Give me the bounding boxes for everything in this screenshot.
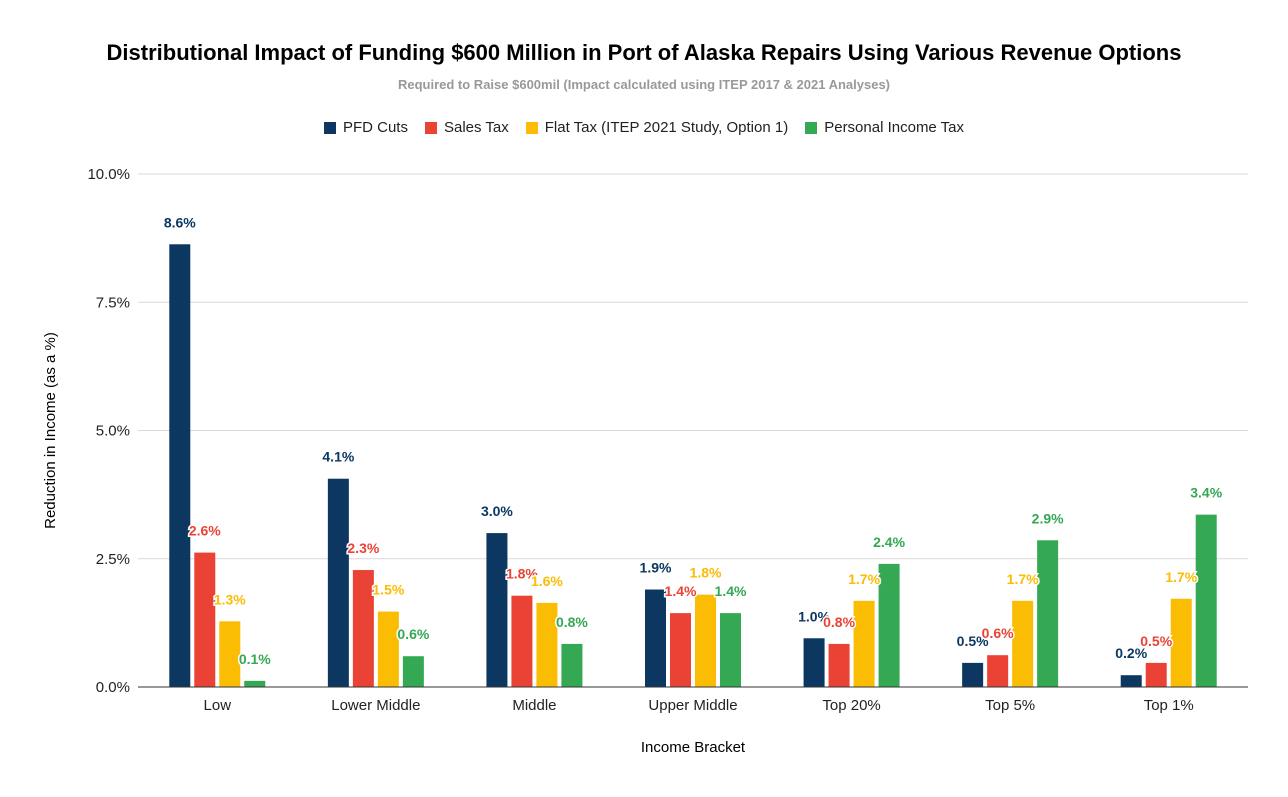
bar-sales-tax-lower-middle[interactable] [352, 570, 374, 687]
x-axis-ticks: Low Lower Middle Middle Upper Middle Top 20%… [204, 697, 1194, 714]
legend-label-personal-income-tax: Personal Income Tax [824, 119, 965, 136]
data-label-flat-tax-itep-2021-study-option-1-top-20: 1.7% [848, 571, 880, 587]
data-label-sales-tax-top-20: 0.8% [823, 614, 855, 630]
legend-item-pfd-cuts[interactable]: PFD Cuts [323, 119, 408, 136]
chart-subtitle: Required to Raise $600mil (Impact calcul… [397, 77, 891, 92]
data-label-personal-income-tax-top-5: 2.9% [1032, 510, 1064, 526]
y-tick-label: 5.0% [96, 423, 130, 440]
data-label-personal-income-tax-top-1: 3.4% [1190, 485, 1222, 501]
legend-swatch-personal-income-tax [805, 121, 818, 134]
bar-flat-tax-itep-2021-study-option-1-top-1[interactable] [1170, 598, 1192, 687]
data-label-sales-tax-middle: 1.8% [506, 566, 538, 582]
legend-swatch-flat-tax [525, 121, 538, 134]
x-tick-label-top-5: Top 5% [985, 697, 1035, 714]
bar-pfd-cuts-middle[interactable] [486, 533, 508, 687]
gridlines [138, 173, 1248, 560]
legend-item-flat-tax[interactable]: Flat Tax (ITEP 2021 Study, Option 1) [525, 119, 789, 136]
data-label-flat-tax-itep-2021-study-option-1-top-1: 1.7% [1165, 569, 1197, 585]
bar-pfd-cuts-top-20[interactable] [803, 638, 825, 687]
y-axis-title: Reduction in Income (as a %) [42, 332, 59, 529]
bars [169, 244, 1217, 687]
data-label-sales-tax-low: 2.6% [189, 523, 221, 539]
bar-sales-tax-low[interactable] [194, 552, 216, 687]
legend-label-pfd-cuts: PFD Cuts [342, 119, 408, 136]
data-label-sales-tax-top-5: 0.6% [982, 625, 1014, 641]
x-axis-title: Income Bracket [641, 739, 746, 756]
data-label-pfd-cuts-upper-middle: 1.9% [640, 560, 672, 576]
bar-personal-income-tax-low[interactable] [244, 680, 266, 687]
chart-legend: PFD Cuts Sales Tax Flat Tax (ITEP 2021 S… [0, 119, 1288, 136]
data-label-pfd-cuts-top-1: 0.2% [1115, 645, 1147, 661]
bar-flat-tax-itep-2021-study-option-1-low[interactable] [219, 621, 241, 687]
bar-personal-income-tax-top-20[interactable] [878, 563, 900, 687]
bar-personal-income-tax-lower-middle[interactable] [402, 656, 424, 687]
bar-pfd-cuts-top-1[interactable] [1120, 675, 1142, 687]
y-tick-label: 7.5% [96, 294, 130, 311]
data-label-personal-income-tax-top-20: 2.4% [873, 534, 905, 550]
x-tick-label-lower-middle: Lower Middle [331, 697, 420, 714]
bar-pfd-cuts-top-5[interactable] [962, 662, 984, 687]
data-label-flat-tax-itep-2021-study-option-1-lower-middle: 1.5% [372, 582, 404, 598]
data-label-sales-tax-top-1: 0.5% [1140, 633, 1172, 649]
bar-flat-tax-itep-2021-study-option-1-top-5[interactable] [1012, 600, 1034, 687]
data-label-sales-tax-lower-middle: 2.3% [347, 540, 379, 556]
legend-swatch-pfd-cuts [323, 121, 336, 134]
bar-sales-tax-top-1[interactable] [1145, 662, 1167, 687]
bar-pfd-cuts-upper-middle[interactable] [645, 589, 666, 687]
legend-swatch-sales-tax [424, 121, 437, 134]
bar-sales-tax-top-20[interactable] [828, 643, 850, 687]
bar-personal-income-tax-top-1[interactable] [1195, 514, 1217, 687]
data-label-pfd-cuts-middle: 3.0% [481, 503, 513, 519]
chart-title: Distributional Impact of Funding $600 Mi… [106, 40, 1182, 65]
bar-sales-tax-middle[interactable] [511, 595, 533, 687]
data-label-personal-income-tax-low: 0.1% [239, 651, 271, 667]
bar-personal-income-tax-upper-middle[interactable] [720, 613, 741, 687]
bar-flat-tax-itep-2021-study-option-1-lower-middle[interactable] [377, 611, 399, 687]
data-label-personal-income-tax-middle: 0.8% [556, 614, 588, 630]
bar-personal-income-tax-top-5[interactable] [1037, 540, 1059, 687]
x-tick-label-top-20: Top 20% [822, 697, 880, 714]
legend-item-personal-income-tax[interactable]: Personal Income Tax [805, 119, 964, 136]
data-label-personal-income-tax-lower-middle: 0.6% [397, 626, 429, 642]
y-tick-label: 2.5% [96, 551, 130, 568]
data-label-pfd-cuts-lower-middle: 4.1% [322, 449, 354, 465]
y-tick-label: 10.0% [87, 166, 130, 183]
data-label-pfd-cuts-low: 8.6% [164, 214, 196, 230]
x-tick-label-top-1: Top 1% [1144, 697, 1194, 714]
bar-flat-tax-itep-2021-study-option-1-top-20[interactable] [853, 600, 875, 687]
y-tick-label: 0.0% [96, 679, 130, 696]
data-label-flat-tax-itep-2021-study-option-1-middle: 1.6% [531, 573, 563, 589]
x-tick-label-low: Low [204, 697, 232, 714]
x-tick-label-middle: Middle [512, 697, 556, 714]
data-label-sales-tax-upper-middle: 1.4% [665, 583, 697, 599]
data-label-flat-tax-itep-2021-study-option-1-top-5: 1.7% [1007, 571, 1039, 587]
bar-personal-income-tax-middle[interactable] [561, 643, 583, 687]
bar-pfd-cuts-lower-middle[interactable] [327, 478, 349, 687]
data-label-flat-tax-itep-2021-study-option-1-low: 1.3% [214, 591, 246, 607]
data-label-pfd-cuts-top-20: 1.0% [798, 608, 830, 624]
bar-sales-tax-top-5[interactable] [987, 655, 1009, 687]
bar-pfd-cuts-low[interactable] [169, 244, 191, 687]
y-axis-ticks: 0.0% 2.5% 5.0% 7.5% 10.0% [87, 166, 130, 696]
data-label-personal-income-tax-upper-middle: 1.4% [715, 583, 747, 599]
x-tick-label-upper-middle: Upper Middle [648, 697, 737, 714]
bar-sales-tax-upper-middle[interactable] [670, 613, 691, 687]
data-label-flat-tax-itep-2021-study-option-1-upper-middle: 1.8% [690, 565, 722, 581]
bar-flat-tax-itep-2021-study-option-1-middle[interactable] [536, 602, 558, 687]
legend-item-sales-tax[interactable]: Sales Tax [424, 119, 509, 136]
legend-label-sales-tax: Sales Tax [443, 119, 509, 136]
bar-flat-tax-itep-2021-study-option-1-upper-middle[interactable] [695, 594, 716, 687]
data-labels: 8.6% 2.6% 1.3% 0.1% 4.1% 2.3% 1.5% 0.6% 3.0% 1.8%… [162, 213, 1224, 669]
data-label-pfd-cuts-top-5: 0.5% [957, 633, 989, 649]
legend-label-flat-tax: Flat Tax (ITEP 2021 Study, Option 1) [544, 119, 789, 136]
